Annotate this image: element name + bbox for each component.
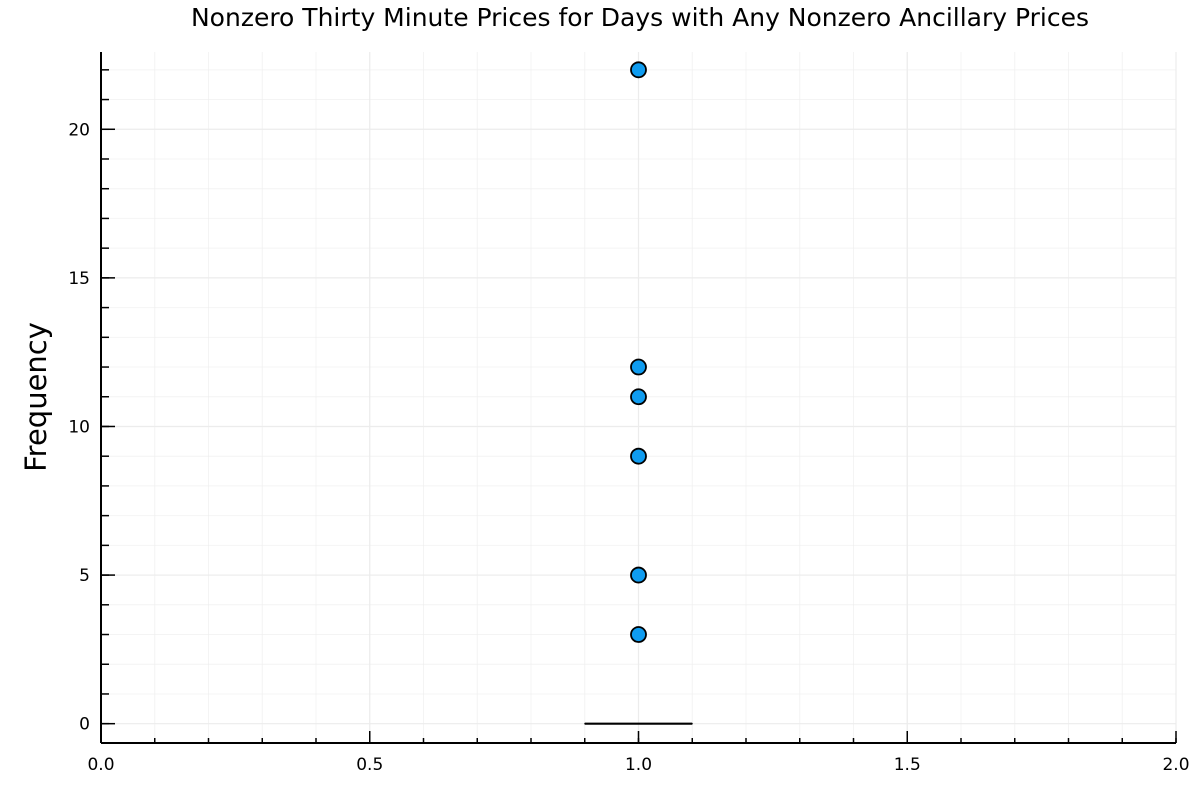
axes: 0.0 0.5 1.0 1.5 2.0 0 5 10 15 20 xyxy=(68,52,1190,775)
outlier-point xyxy=(630,566,647,584)
x-tick-label: 1.5 xyxy=(894,755,921,775)
x-tick-label: 1.0 xyxy=(625,755,652,775)
y-tick-label: 0 xyxy=(79,715,90,735)
outlier-point xyxy=(630,447,647,465)
x-tick-label: 2.0 xyxy=(1162,755,1189,775)
y-axis-label: Frequency xyxy=(19,322,53,472)
outlier-point xyxy=(630,388,647,406)
outlier-point xyxy=(630,61,647,79)
outlier-point xyxy=(630,626,647,643)
y-tick-label: 10 xyxy=(68,417,90,437)
plot-data xyxy=(584,61,693,725)
x-tick-label: 0.5 xyxy=(356,755,383,775)
chart-title: Nonzero Thirty Minute Prices for Days wi… xyxy=(191,3,1089,32)
y-tick-label: 5 xyxy=(79,566,90,586)
y-tick-label: 15 xyxy=(68,269,90,289)
y-tick-label: 20 xyxy=(68,120,90,140)
outlier-point xyxy=(630,358,647,376)
x-tick-label: 0.0 xyxy=(87,755,114,775)
